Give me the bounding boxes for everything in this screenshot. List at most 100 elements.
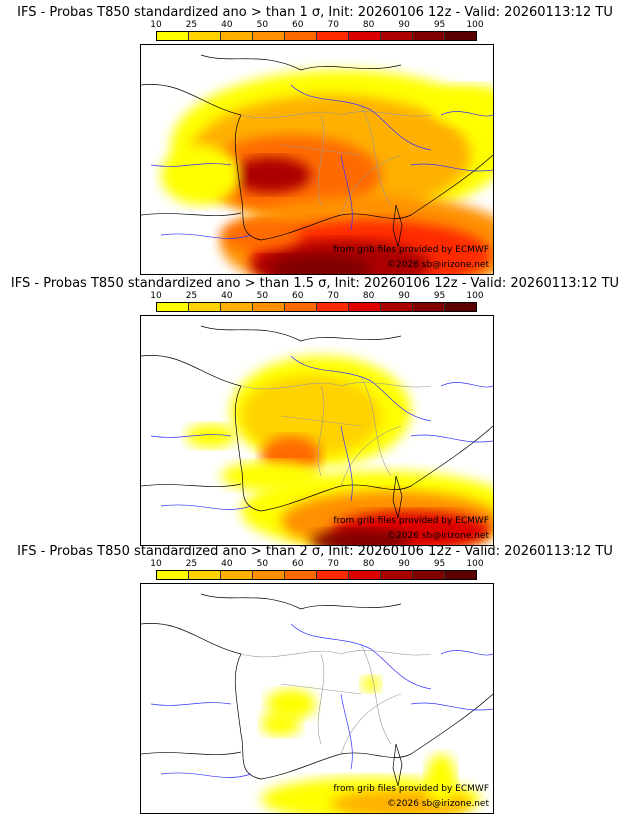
colorbar-tick: 50 <box>256 291 269 301</box>
colorbar-tick: 80 <box>362 291 375 301</box>
colorbar-tick: 100 <box>466 291 484 301</box>
colorbar-tick: 70 <box>327 559 339 569</box>
colorbar-cell <box>157 571 189 579</box>
borders <box>240 104 432 216</box>
colorbar-cell <box>381 303 413 311</box>
colorbar-cell <box>253 571 285 579</box>
coastline <box>141 325 403 519</box>
probability-area <box>221 220 301 250</box>
coastline <box>141 83 493 241</box>
colorbar-tick: 80 <box>362 20 375 30</box>
colorbar-cell <box>285 303 317 311</box>
colorbar-cell <box>445 303 476 311</box>
probability-area <box>161 145 241 205</box>
borders <box>240 643 432 755</box>
panel-title: IFS - Probas T850 standardized ano > tha… <box>10 276 620 291</box>
probability-area <box>231 157 311 193</box>
map: from grib files provided by ECMWF ©2026 … <box>140 44 494 275</box>
panel-title: IFS - Probas T850 standardized ano > tha… <box>17 544 613 559</box>
rivers <box>150 623 493 778</box>
colorbar-cell <box>253 32 285 40</box>
colorbar-tick: 40 <box>221 20 233 30</box>
colorbar-tick: 25 <box>185 559 198 569</box>
copyright-credit: ©2026 sb@irizone.net <box>387 531 489 541</box>
colorbar-ticks: 10 25 40 50 60 70 80 90 95 100 <box>150 291 483 302</box>
colorbar-tick: 25 <box>185 20 198 30</box>
probability-area <box>266 689 316 719</box>
colorbar-tick: 10 <box>150 291 162 301</box>
colorbar-tick: 10 <box>150 559 162 569</box>
colorbar-tick: 70 <box>327 291 339 301</box>
probability-area <box>271 255 371 274</box>
coastline <box>141 354 493 512</box>
colorbar-cell <box>381 571 413 579</box>
colorbar-tick: 40 <box>221 291 233 301</box>
colorbar-tick: 10 <box>150 20 162 30</box>
colorbar-ticks: 10 25 40 50 60 70 80 90 95 100 <box>150 559 483 570</box>
probability-area <box>241 376 381 456</box>
colorbar-tick: 70 <box>327 20 339 30</box>
colorbar <box>156 302 477 312</box>
colorbar-cell <box>157 303 189 311</box>
coastline <box>141 54 403 248</box>
colorbar-cell <box>381 32 413 40</box>
colorbar-cell <box>445 571 476 579</box>
source-credit: from grib files provided by ECMWF <box>333 516 489 526</box>
colorbar-cell <box>285 571 317 579</box>
colorbar <box>156 570 477 580</box>
colorbar-cell <box>253 303 285 311</box>
colorbar-tick: 60 <box>292 291 304 301</box>
probability-area <box>261 712 301 736</box>
colorbar-cell <box>349 571 381 579</box>
colorbar-ticks: 10 25 40 50 60 70 80 90 95 100 <box>150 20 483 31</box>
copyright-credit: ©2026 sb@irizone.net <box>387 799 489 809</box>
source-credit: from grib files provided by ECMWF <box>333 784 489 794</box>
colorbar-cell <box>189 571 221 579</box>
borders <box>240 375 432 487</box>
colorbar-tick: 95 <box>433 20 446 30</box>
colorbar-cell <box>157 32 189 40</box>
colorbar-cell <box>349 32 381 40</box>
probability-area <box>311 529 411 545</box>
colorbar-tick: 50 <box>256 559 269 569</box>
colorbar-cell <box>413 303 445 311</box>
colorbar-tick: 90 <box>398 20 410 30</box>
colorbar-tick: 60 <box>292 20 304 30</box>
colorbar-cell <box>349 303 381 311</box>
map: from grib files provided by ECMWF ©2026 … <box>140 583 494 814</box>
probability-area <box>361 676 381 692</box>
map: from grib files provided by ECMWF ©2026 … <box>140 315 494 546</box>
colorbar-tick: 40 <box>221 559 233 569</box>
colorbar-cell <box>285 32 317 40</box>
colorbar-tick: 25 <box>185 291 198 301</box>
colorbar-cell <box>413 32 445 40</box>
colorbar-tick: 90 <box>398 291 410 301</box>
colorbar-cell <box>445 32 476 40</box>
copyright-credit: ©2026 sb@irizone.net <box>387 260 489 270</box>
colorbar-cell <box>317 571 349 579</box>
colorbar-tick: 100 <box>466 559 484 569</box>
colorbar-cell <box>317 303 349 311</box>
colorbar-tick: 50 <box>256 20 269 30</box>
panel-title: IFS - Probas T850 standardized ano > tha… <box>17 5 613 20</box>
colorbar-cell <box>413 571 445 579</box>
colorbar-tick: 60 <box>292 559 304 569</box>
colorbar-cell <box>189 303 221 311</box>
rivers <box>150 84 493 239</box>
colorbar-tick: 95 <box>433 559 446 569</box>
colorbar-tick: 80 <box>362 559 375 569</box>
source-credit: from grib files provided by ECMWF <box>333 245 489 255</box>
coastline <box>141 622 493 780</box>
colorbar-cell <box>221 571 253 579</box>
probability-area <box>221 461 321 491</box>
colorbar-cell <box>221 32 253 40</box>
colorbar-cell <box>221 303 253 311</box>
colorbar-tick: 90 <box>398 559 410 569</box>
colorbar-tick: 100 <box>466 20 484 30</box>
colorbar-cell <box>189 32 221 40</box>
colorbar-cell <box>317 32 349 40</box>
coastline <box>141 593 403 787</box>
probability-area <box>186 424 236 448</box>
colorbar <box>156 31 477 41</box>
colorbar-tick: 95 <box>433 291 446 301</box>
